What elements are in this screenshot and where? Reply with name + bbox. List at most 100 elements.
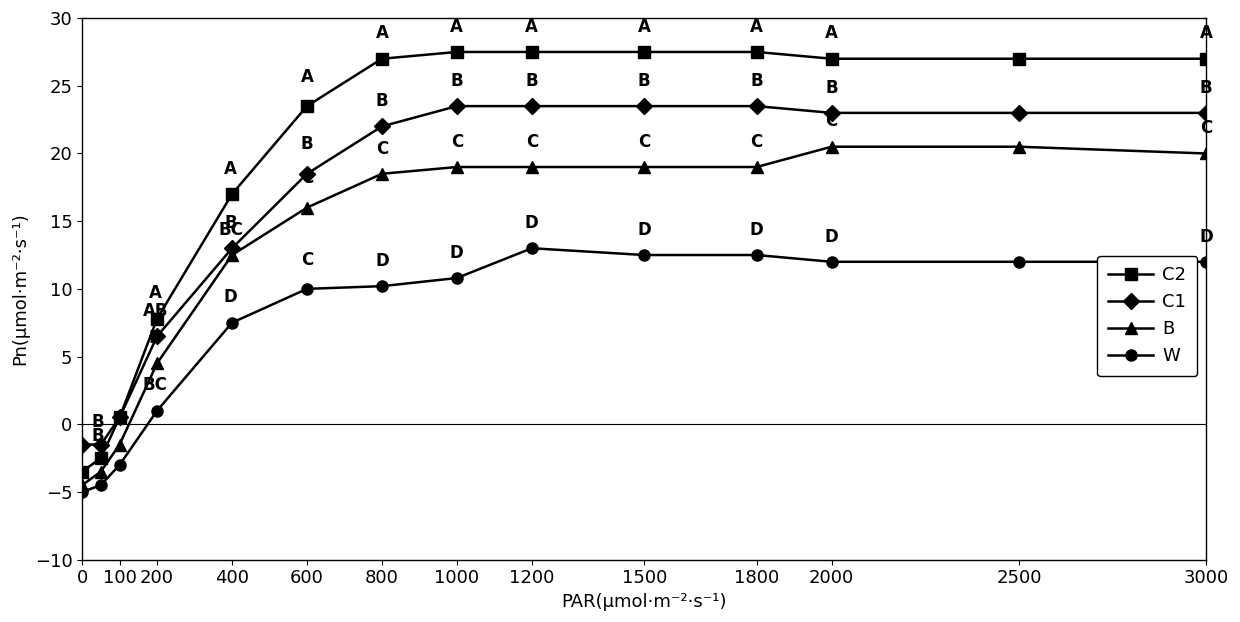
Legend: C2, C1, B, W: C2, C1, B, W: [1097, 256, 1198, 376]
C2: [150, 315, 165, 322]
W: [1012, 258, 1027, 266]
Text: D: D: [374, 252, 389, 270]
W: [825, 258, 839, 266]
C2: [374, 55, 389, 62]
Text: A: A: [825, 24, 838, 42]
W: [112, 461, 126, 468]
Text: D: D: [750, 221, 764, 239]
C1: [300, 170, 315, 177]
Y-axis label: Pn(μmol·m⁻²·s⁻¹): Pn(μmol·m⁻²·s⁻¹): [11, 213, 29, 365]
W: [93, 481, 108, 489]
Line: W: W: [77, 243, 1211, 498]
C1: [1012, 109, 1027, 116]
B: [224, 251, 239, 259]
B: [112, 441, 126, 448]
Text: B: B: [92, 413, 104, 431]
C1: [74, 441, 89, 448]
Text: A: A: [450, 17, 464, 35]
Text: A: A: [750, 17, 763, 35]
Text: C: C: [750, 132, 763, 151]
B: [525, 164, 539, 171]
C1: [825, 109, 839, 116]
C1: [749, 103, 764, 110]
X-axis label: PAR(μmol·m⁻²·s⁻¹): PAR(μmol·m⁻²·s⁻¹): [562, 593, 727, 611]
C2: [1199, 55, 1214, 62]
Line: C1: C1: [77, 101, 1211, 450]
C2: [525, 49, 539, 56]
Text: A: A: [149, 284, 161, 302]
W: [74, 488, 89, 496]
Text: B: B: [750, 72, 763, 90]
Text: D: D: [525, 214, 538, 232]
W: [1199, 258, 1214, 266]
C1: [93, 441, 108, 448]
W: [449, 274, 464, 282]
C2: [637, 49, 652, 56]
Text: A: A: [637, 17, 651, 35]
Text: C: C: [1200, 119, 1213, 137]
B: [1012, 143, 1027, 151]
B: [749, 164, 764, 171]
Text: B: B: [92, 427, 104, 445]
Text: C: C: [526, 132, 538, 151]
Text: D: D: [1199, 228, 1213, 246]
Text: C: C: [376, 139, 388, 157]
Line: C2: C2: [77, 47, 1211, 477]
B: [74, 481, 89, 489]
B: [374, 170, 389, 177]
C2: [449, 49, 464, 56]
Text: D: D: [637, 221, 651, 239]
Text: C: C: [450, 132, 463, 151]
Text: A: A: [376, 24, 388, 42]
Text: AB: AB: [143, 302, 169, 320]
C1: [150, 333, 165, 340]
Text: A: A: [224, 160, 237, 178]
C2: [93, 454, 108, 462]
Text: B: B: [450, 72, 464, 90]
C2: [300, 103, 315, 110]
W: [224, 319, 239, 327]
W: [525, 244, 539, 252]
W: [637, 251, 652, 259]
Text: BC: BC: [218, 221, 243, 239]
Text: C: C: [826, 113, 838, 131]
C1: [374, 123, 389, 130]
W: [300, 285, 315, 292]
Text: D: D: [223, 289, 238, 307]
Text: A: A: [526, 17, 538, 35]
Text: C: C: [301, 251, 312, 269]
C2: [224, 190, 239, 198]
C2: [112, 414, 126, 421]
B: [449, 164, 464, 171]
W: [749, 251, 764, 259]
B: [150, 360, 165, 367]
Text: D: D: [450, 244, 464, 262]
B: [825, 143, 839, 151]
C2: [749, 49, 764, 56]
C1: [449, 103, 464, 110]
C1: [224, 244, 239, 252]
C1: [525, 103, 539, 110]
C2: [74, 468, 89, 475]
Text: B: B: [1200, 78, 1213, 96]
C2: [825, 55, 839, 62]
Text: A: A: [1200, 24, 1213, 42]
W: [150, 407, 165, 414]
W: [374, 282, 389, 290]
Text: B: B: [149, 329, 161, 347]
B: [637, 164, 652, 171]
Text: B: B: [300, 136, 314, 154]
B: [93, 468, 108, 475]
Text: B: B: [826, 78, 838, 96]
Text: C: C: [639, 132, 650, 151]
B: [300, 204, 315, 211]
B: [1199, 150, 1214, 157]
C1: [637, 103, 652, 110]
Text: BC: BC: [143, 376, 167, 394]
Text: C: C: [301, 169, 312, 187]
Text: B: B: [526, 72, 538, 90]
C1: [1199, 109, 1214, 116]
Line: B: B: [77, 141, 1211, 491]
Text: A: A: [300, 68, 314, 86]
Text: B: B: [224, 214, 237, 232]
